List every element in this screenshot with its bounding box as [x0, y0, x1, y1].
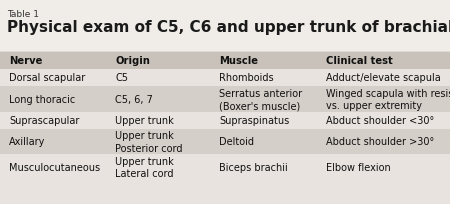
Bar	[0, 154, 450, 180]
Text: Clinical test: Clinical test	[326, 56, 393, 66]
Text: Supraspinatus: Supraspinatus	[219, 116, 289, 126]
Bar	[0, 70, 450, 86]
Bar	[0, 129, 450, 154]
Bar	[0, 112, 450, 129]
Bar	[0, 53, 450, 70]
Text: Rhomboids: Rhomboids	[219, 73, 274, 83]
Text: Muscle: Muscle	[219, 56, 258, 66]
Text: Origin: Origin	[115, 56, 150, 66]
Text: Axillary: Axillary	[9, 137, 45, 147]
Text: Biceps brachii: Biceps brachii	[219, 162, 288, 172]
Text: Deltoid: Deltoid	[219, 137, 254, 147]
Text: Musculocutaneous: Musculocutaneous	[9, 162, 100, 172]
Text: Upper trunk
Posterior cord: Upper trunk Posterior cord	[115, 131, 183, 153]
Text: Physical exam of C5, C6 and upper trunk of brachial plexus: Physical exam of C5, C6 and upper trunk …	[7, 20, 450, 35]
Text: Long thoracic: Long thoracic	[9, 94, 75, 104]
Text: Abduct shoulder >30°: Abduct shoulder >30°	[326, 137, 434, 147]
Bar	[0, 0, 450, 52]
Text: Upper trunk
Lateral cord: Upper trunk Lateral cord	[115, 156, 174, 178]
Text: Winged scapula with resistance
vs. upper extremity: Winged scapula with resistance vs. upper…	[326, 88, 450, 111]
Text: Abduct shoulder <30°: Abduct shoulder <30°	[326, 116, 434, 126]
Text: Nerve: Nerve	[9, 56, 42, 66]
Text: Serratus anterior
(Boxer's muscle): Serratus anterior (Boxer's muscle)	[219, 88, 302, 111]
Text: Dorsal scapular: Dorsal scapular	[9, 73, 85, 83]
Text: C5, 6, 7: C5, 6, 7	[115, 94, 153, 104]
Text: Table 1: Table 1	[7, 10, 39, 19]
Text: Suprascapular: Suprascapular	[9, 116, 79, 126]
Bar	[0, 86, 450, 112]
Text: Elbow flexion: Elbow flexion	[326, 162, 391, 172]
Text: Adduct/elevate scapula: Adduct/elevate scapula	[326, 73, 441, 83]
Bar	[0, 180, 450, 204]
Text: Upper trunk: Upper trunk	[115, 116, 174, 126]
Text: C5: C5	[115, 73, 128, 83]
